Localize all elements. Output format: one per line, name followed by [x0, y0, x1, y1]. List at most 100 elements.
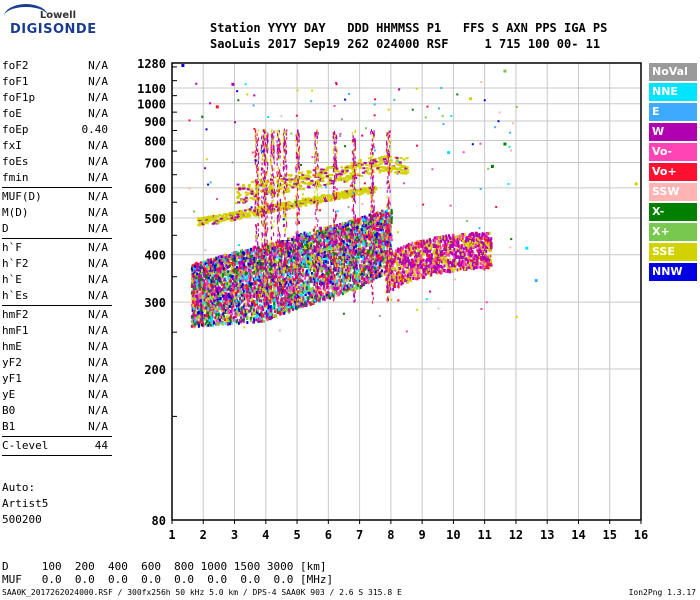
echo-point	[356, 244, 359, 248]
echo-point	[238, 294, 241, 298]
x-tick-label: 16	[634, 528, 648, 542]
echo-point	[249, 292, 252, 296]
param-value: N/A	[88, 356, 108, 369]
echo-point	[358, 270, 361, 274]
echo-point	[267, 250, 270, 254]
echo-point	[209, 319, 212, 323]
echo-point	[260, 318, 263, 322]
echo-point	[316, 259, 319, 263]
echo-point	[353, 226, 356, 230]
echo-point	[271, 291, 274, 295]
echo-point	[301, 237, 304, 241]
echo-point	[220, 263, 223, 267]
echo-point	[301, 253, 304, 257]
echo-point	[234, 308, 237, 312]
echo-point	[323, 246, 326, 250]
echo-point	[344, 237, 347, 241]
x-tick-label: 15	[603, 528, 617, 542]
echo-point	[320, 257, 323, 261]
echo-point	[253, 293, 256, 297]
echo-point	[220, 275, 223, 279]
echo-point	[200, 272, 203, 276]
echo-point	[359, 231, 362, 235]
auto-artist: Artist5	[2, 497, 49, 510]
echo-point	[293, 292, 296, 296]
echo-point	[326, 239, 329, 243]
echo-point	[219, 291, 222, 295]
echo-point	[304, 276, 307, 280]
echo-point	[313, 292, 316, 296]
echo-point	[205, 298, 208, 302]
y-tick-label: 200	[144, 363, 166, 377]
echo-point	[300, 233, 303, 237]
echo-point	[221, 309, 224, 313]
echo-point	[363, 225, 366, 229]
echo-point	[354, 258, 357, 262]
echo-point	[356, 252, 359, 256]
station-header: Station YYYY DAY DDD HHMMSS P1 FFS S AXN…	[210, 20, 607, 52]
echo-point	[305, 271, 308, 275]
echo-point	[309, 294, 312, 298]
echo-point	[226, 261, 229, 265]
echo-point	[360, 228, 363, 232]
echo-point	[203, 293, 206, 297]
echo-point	[242, 271, 245, 275]
echo-point	[199, 323, 202, 327]
echo-point	[238, 313, 241, 317]
echo-point	[191, 295, 194, 299]
echo-point	[198, 276, 201, 280]
echo-point	[234, 253, 237, 257]
echo-point	[280, 255, 283, 259]
echo-point	[244, 313, 247, 317]
echo-point	[246, 249, 249, 253]
echo-point	[326, 256, 329, 260]
param-row: foF1p N/A	[2, 90, 112, 106]
echo-point	[339, 280, 342, 284]
echo-point	[248, 299, 251, 303]
echo-point	[256, 302, 259, 306]
echo-point	[303, 231, 306, 235]
echo-point	[287, 293, 290, 297]
echo-point	[226, 265, 229, 269]
echo-point	[307, 273, 310, 277]
echo-point	[343, 275, 346, 279]
echo-point	[211, 276, 214, 280]
echo-point	[324, 288, 327, 292]
param-name: h`F2	[2, 257, 29, 270]
echo-point	[252, 246, 255, 250]
echo-point	[382, 237, 385, 241]
echo-point	[307, 247, 310, 251]
echo-point	[311, 297, 314, 301]
echo-point	[273, 283, 276, 287]
echo-point	[308, 265, 311, 269]
echo-point	[356, 260, 359, 264]
echo-point	[370, 245, 373, 249]
echo-point	[203, 314, 206, 318]
echo-point	[285, 302, 288, 306]
echo-point	[362, 263, 365, 267]
echo-point	[270, 267, 273, 271]
echo-point	[194, 314, 197, 318]
echo-point	[193, 314, 196, 318]
echo-point	[340, 287, 343, 291]
echo-point	[210, 289, 213, 293]
echo-point	[281, 311, 284, 315]
echo-point	[223, 270, 226, 274]
echo-point	[257, 305, 260, 309]
echo-point	[237, 261, 240, 265]
echo-point	[291, 243, 294, 247]
echo-point	[249, 319, 252, 323]
echo-point	[358, 229, 361, 233]
echo-point	[307, 282, 310, 286]
echo-point	[230, 261, 233, 265]
echo-point	[359, 272, 362, 276]
echo-point	[203, 274, 206, 278]
param-row: h`F2 N/A	[2, 256, 112, 272]
param-row: foF2 N/A	[2, 58, 112, 74]
echo-point	[359, 286, 362, 290]
echo-point	[232, 318, 235, 322]
auto-label: Auto:	[2, 481, 36, 494]
echo-point	[366, 226, 369, 230]
echo-point	[260, 269, 263, 273]
